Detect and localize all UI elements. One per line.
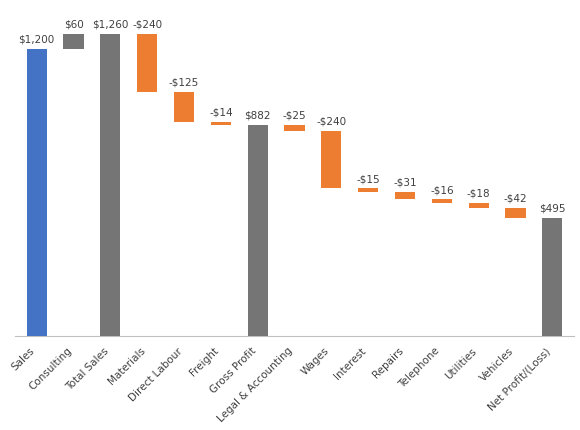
Text: $1,260: $1,260	[92, 20, 129, 30]
Text: $1,200: $1,200	[19, 34, 55, 44]
Bar	[321, 131, 342, 188]
Bar	[248, 125, 268, 336]
Bar	[358, 188, 378, 192]
Bar	[542, 218, 563, 336]
Text: -$16: -$16	[430, 185, 454, 195]
Bar	[100, 34, 121, 336]
Bar	[284, 125, 304, 131]
Text: -$240: -$240	[316, 117, 346, 126]
Bar	[505, 208, 525, 218]
Text: -$125: -$125	[169, 77, 199, 87]
Bar	[137, 34, 157, 92]
Text: -$31: -$31	[393, 178, 417, 187]
Text: -$25: -$25	[282, 111, 306, 120]
Text: -$240: -$240	[132, 20, 162, 30]
Text: -$15: -$15	[356, 174, 380, 184]
Text: $60: $60	[64, 20, 84, 30]
Text: -$42: -$42	[503, 193, 527, 203]
Bar	[174, 92, 194, 122]
Text: -$18: -$18	[467, 189, 491, 199]
Bar	[432, 200, 452, 203]
Bar	[27, 49, 47, 336]
Bar	[469, 203, 489, 208]
Bar	[63, 34, 84, 49]
Text: $495: $495	[539, 203, 566, 213]
Text: -$14: -$14	[209, 108, 233, 117]
Bar	[211, 122, 231, 125]
Bar	[395, 192, 415, 200]
Text: $882: $882	[244, 111, 271, 120]
